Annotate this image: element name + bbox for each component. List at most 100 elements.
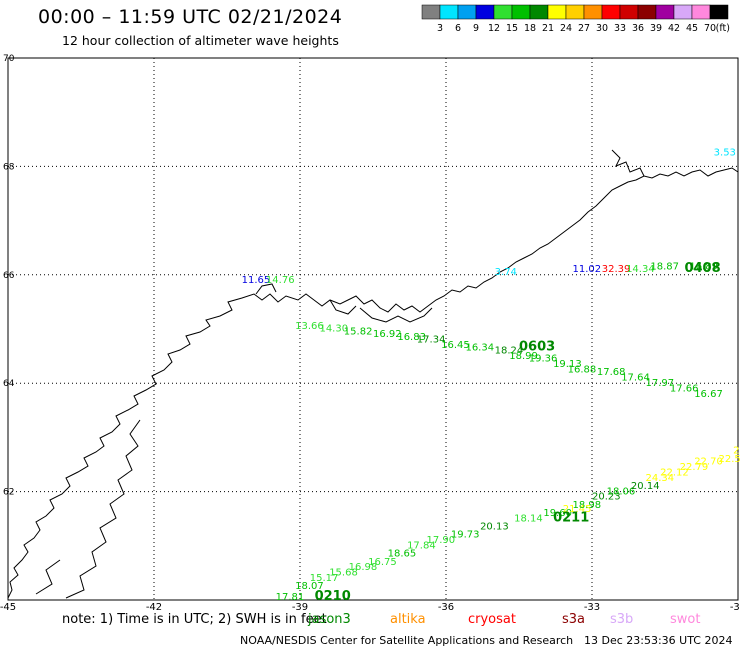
legend-swatch: [493, 4, 513, 20]
swh-value: 15.68: [329, 568, 358, 579]
legend-label: 70: [704, 23, 716, 34]
swh-value: 15.17: [310, 573, 339, 584]
swh-value: 16.92: [373, 329, 402, 340]
lat-tick-label: 68: [3, 162, 15, 172]
generated-timestamp: 13 Dec 23:53:36 UTC 2024: [584, 634, 733, 647]
swh-value: 13.66: [295, 321, 324, 332]
swh-value: 22.59: [719, 454, 740, 465]
swh-value: 22.12: [660, 467, 689, 478]
swh-value: 18.87: [650, 261, 679, 272]
swh-value: 16.45: [441, 340, 470, 351]
swh-value: 18.98: [573, 500, 602, 511]
swh-value: 14.30: [319, 324, 348, 335]
swh-value: 11.02: [573, 264, 602, 275]
pass-time-label: 0210: [315, 589, 351, 604]
color-legend: 3 6 9 12 15 18 21 24 27 30 33 36 39 42 45 70 (ft): [421, 4, 730, 34]
graticule: -45 -42 -39 -36 -33 -30 70 68 66 64 62: [0, 54, 740, 613]
legend-swatch: [565, 4, 585, 20]
lat-tick-label: 62: [3, 488, 14, 498]
page-title: 00:00 – 11:59 UTC 02/21/2024: [38, 6, 343, 28]
pass-time-labels: 0210 0211 0603 0408: [315, 261, 721, 604]
legend-swatch: [457, 4, 477, 20]
legend-swatch: [475, 4, 495, 20]
pass-time-label: 0211: [553, 510, 589, 525]
swh-value: 11.65: [242, 275, 271, 286]
swh-value: 17.66: [670, 383, 699, 394]
swh-value: 19.36: [529, 354, 558, 365]
swh-value: 17.68: [597, 367, 626, 378]
swh-value: 21.45: [563, 504, 592, 515]
fjord-detail: [35, 149, 645, 599]
legend-swatch: [655, 4, 675, 20]
legend-swatch: [673, 4, 693, 20]
legend-label: 24: [560, 23, 572, 34]
legend-swatch: [547, 4, 567, 20]
swh-value: 19.13: [553, 359, 582, 370]
lon-tick-label: -30: [730, 602, 740, 613]
mission-s3a: s3a: [562, 612, 586, 627]
swh-value: 17.34: [417, 335, 446, 346]
legend-swatch: [439, 4, 459, 20]
greenland-coastline: [7, 167, 739, 599]
swh-value: 19.60: [543, 508, 572, 519]
legend-swatch: [511, 4, 531, 20]
mission-cryosat: cryosat: [468, 612, 516, 627]
lon-tick-label: -42: [146, 602, 162, 613]
swh-value: 17.97: [646, 378, 675, 389]
legend-label: 42: [668, 23, 680, 34]
swh-value: 17.90: [427, 535, 456, 546]
swh-value: 17.84: [407, 541, 436, 552]
legend-label: 15: [506, 23, 518, 34]
swh-value: 18.14: [514, 513, 543, 524]
credit-line: NOAA/NESDIS Center for Satellite Applica…: [240, 634, 574, 647]
page-subtitle: 12 hour collection of altimeter wave hei…: [62, 33, 339, 48]
swh-value: 22.79: [680, 462, 709, 473]
swh-value: 16.88: [568, 364, 597, 375]
swh-value: 15.82: [344, 326, 373, 337]
wave-height-tracks: 17.8118.0715.1715.6816.9816.7518.6517.84…: [242, 148, 740, 603]
legend-label: 12: [488, 23, 500, 34]
lat-tick-label: 64: [3, 379, 15, 389]
swh-value: 18.24: [495, 345, 524, 356]
legend-label: 45: [686, 23, 698, 34]
legend-label: 6: [455, 23, 461, 34]
swh-value: 20.14: [631, 481, 660, 492]
swh-value: 16.83: [397, 332, 426, 343]
swh-value: 3.53: [714, 148, 736, 159]
swh-value: 16.67: [694, 389, 723, 400]
footer-note: note: 1) Time is in UTC; 2) SWH is in fe…: [62, 612, 327, 627]
lon-tick-label: -45: [0, 602, 16, 613]
mission-altika: altika: [390, 612, 426, 627]
legend-swatch: [529, 4, 549, 20]
lon-tick-label: -39: [292, 602, 308, 613]
legend-label: 33: [614, 23, 626, 34]
swh-value: 18.07: [295, 581, 324, 592]
mission-jason3: jason3: [308, 612, 351, 627]
legend-label: 9: [473, 23, 479, 34]
legend-swatch: [601, 4, 621, 20]
mission-swot: swot: [670, 612, 701, 627]
legend-label: 18: [524, 23, 536, 34]
swh-value: 14.76: [266, 275, 295, 286]
lon-tick-label: -36: [438, 602, 454, 613]
coastline: [7, 149, 739, 599]
legend-label: 21: [542, 23, 554, 34]
legend-swatch: [637, 4, 657, 20]
swh-value: 3.74: [495, 267, 517, 278]
legend-label: 39: [650, 23, 662, 34]
legend-label: 30: [596, 23, 608, 34]
lon-tick-label: -33: [584, 602, 600, 613]
swh-value: 18.99: [509, 351, 538, 362]
swh-value: 23: [733, 446, 740, 457]
legend-swatch: [709, 4, 729, 20]
swh-value: 16.98: [349, 562, 378, 573]
swh-value: 17.81: [276, 592, 305, 603]
swh-value: 19.73: [451, 530, 480, 541]
swh-value: 16.34: [465, 343, 494, 354]
legend-swatch: [691, 4, 711, 20]
pass-time-label: 0408: [684, 261, 720, 276]
swh-value: 16.89: [689, 261, 718, 272]
swh-value: 22.70: [694, 457, 723, 468]
legend-label: 3: [437, 23, 443, 34]
